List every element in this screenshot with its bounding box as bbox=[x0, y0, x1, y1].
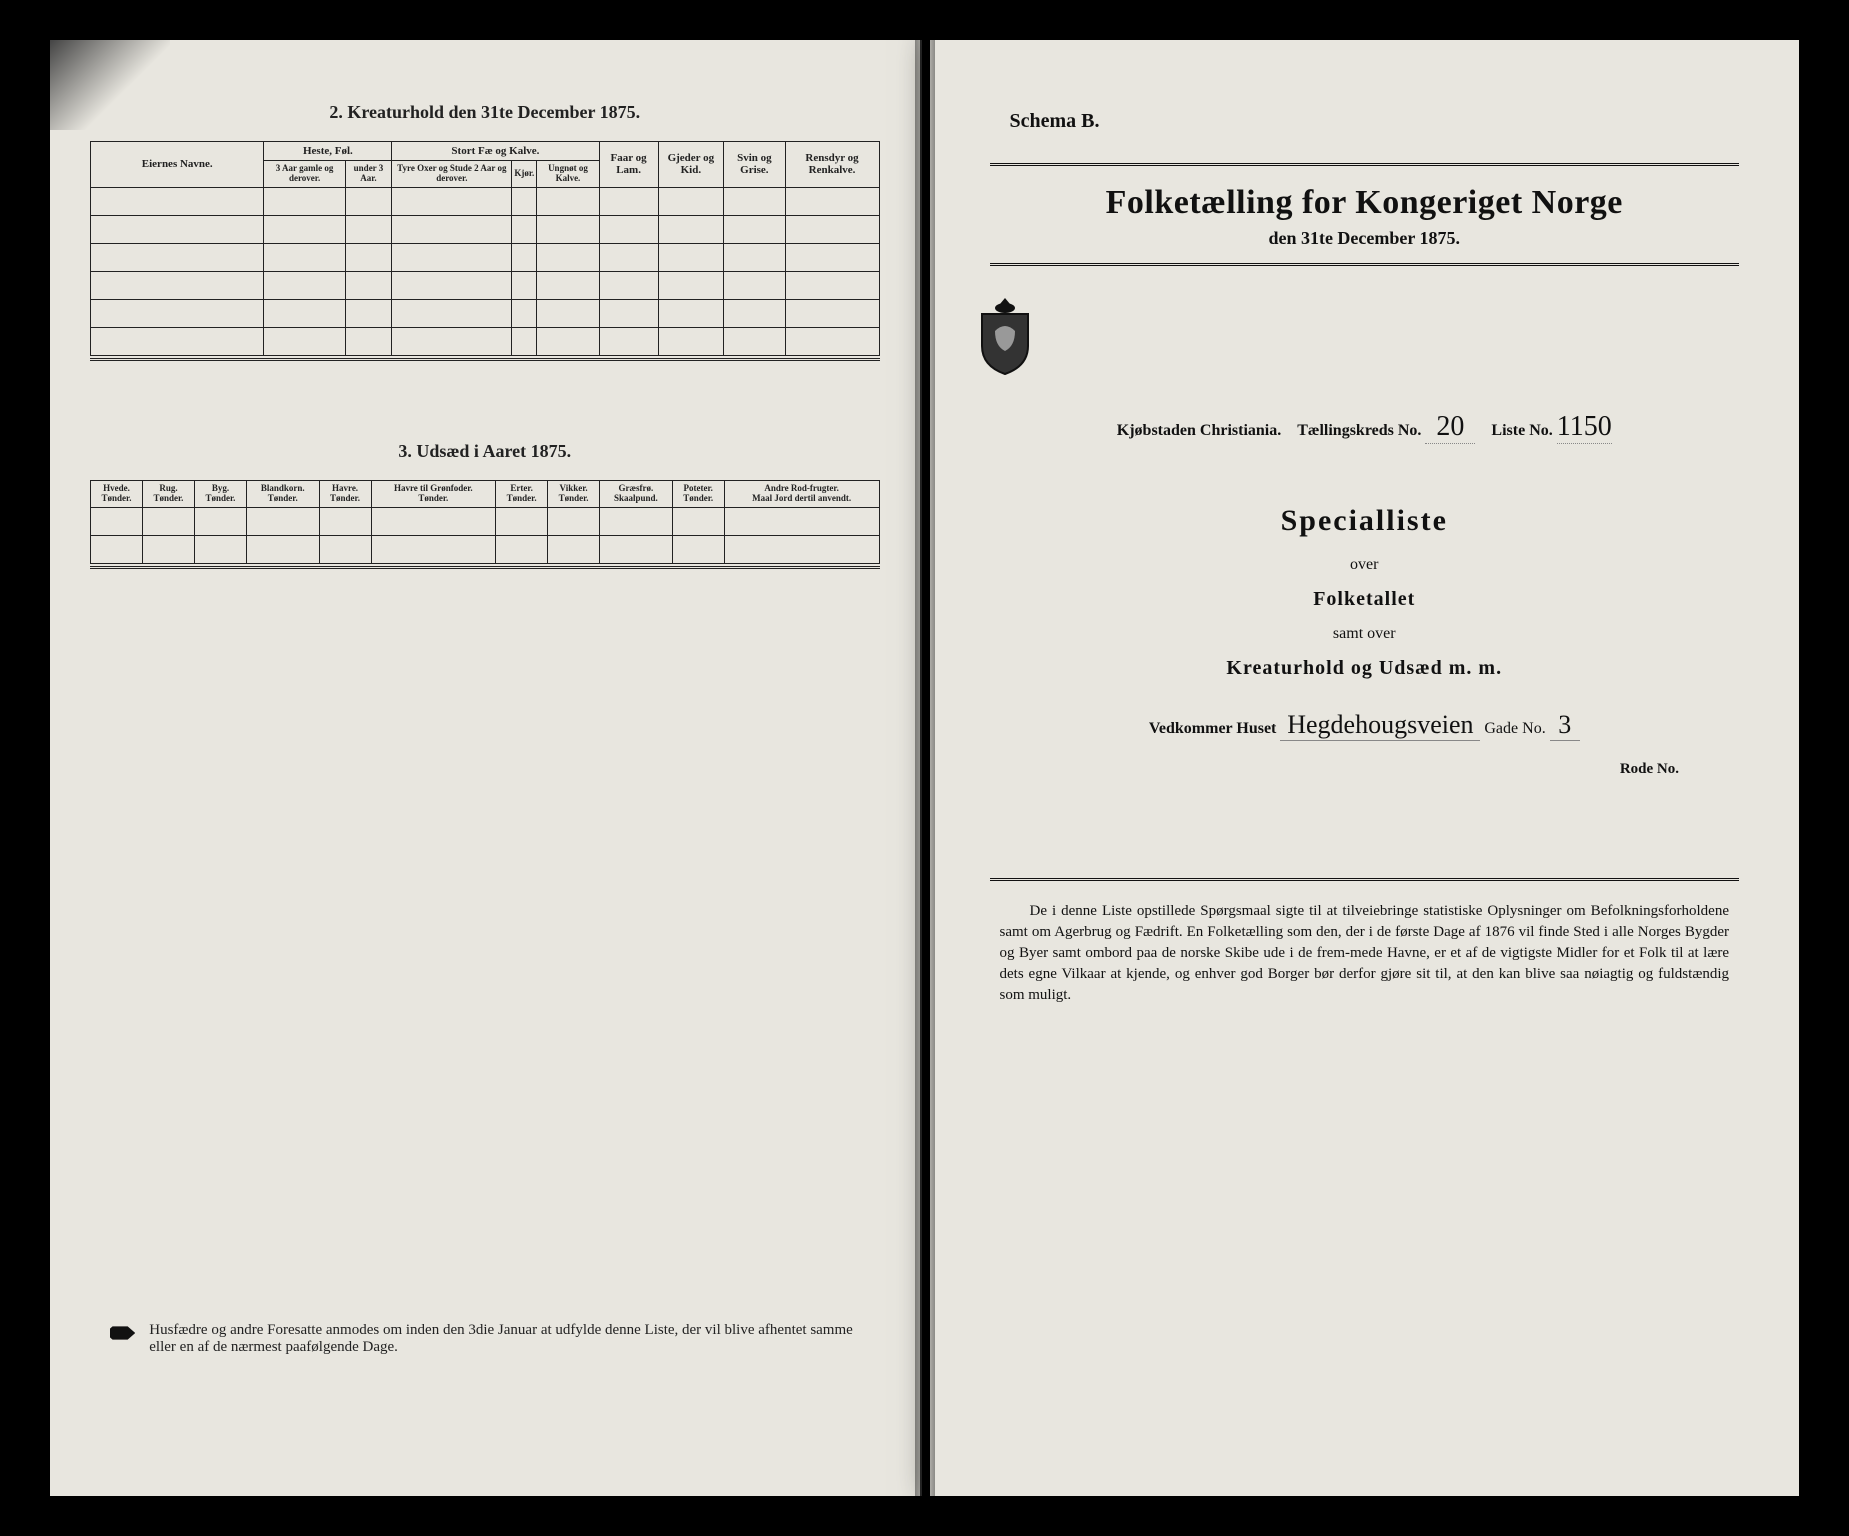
table-kreaturhold: Eiernes Navne. Heste, Føl. Stort Fæ og K… bbox=[90, 141, 880, 356]
table3-col: Havre til Grønfoder.Tønder. bbox=[371, 480, 496, 507]
table3-col: Rug.Tønder. bbox=[142, 480, 194, 507]
table-row bbox=[91, 535, 880, 563]
body-text: De i denne Liste opstillede Spørgsmaal s… bbox=[970, 901, 1760, 1006]
meta-kreds-label: Tællingskreds No. bbox=[1297, 422, 1421, 439]
rode-line: Rode No. bbox=[970, 761, 1680, 778]
col-stort: Stort Fæ og Kalve. bbox=[392, 142, 599, 161]
meta-liste-value: 1150 bbox=[1557, 411, 1612, 444]
house-value: Hegdehougsveien bbox=[1280, 710, 1480, 741]
col-svin: Svin og Grise. bbox=[724, 142, 785, 188]
section2-title: 2. Kreaturhold den 31te December 1875. bbox=[90, 102, 880, 123]
table-row bbox=[91, 271, 880, 299]
meta-city: Kjøbstaden Christiania. bbox=[1117, 422, 1281, 439]
table-row bbox=[91, 507, 880, 535]
table3-col: Blandkorn.Tønder. bbox=[246, 480, 319, 507]
table3-col: Hvede.Tønder. bbox=[91, 480, 143, 507]
left-page: 2. Kreaturhold den 31te December 1875. E… bbox=[50, 40, 922, 1496]
book-binding bbox=[915, 40, 935, 1496]
kreatur-label: Kreaturhold og Udsæd m. m. bbox=[970, 657, 1760, 680]
footnote-text: Husfædre og andre Foresatte anmodes om i… bbox=[149, 1322, 859, 1356]
col-owners: Eiernes Navne. bbox=[91, 142, 264, 188]
col-rensdyr: Rensdyr og Renkalve. bbox=[785, 142, 879, 188]
coat-of-arms-icon bbox=[970, 296, 1040, 376]
schema-label: Schema B. bbox=[1010, 110, 1760, 133]
table-row bbox=[91, 215, 880, 243]
table3-col: Vikker.Tønder. bbox=[548, 480, 600, 507]
house-label-right: Gade No. bbox=[1484, 720, 1545, 737]
footnote: Husfædre og andre Foresatte anmodes om i… bbox=[110, 1322, 860, 1356]
table-row bbox=[91, 187, 880, 215]
col-gjeder: Gjeder og Kid. bbox=[658, 142, 724, 188]
col-heste: Heste, Føl. bbox=[264, 142, 392, 161]
col-stort-3: Ungnøt og Kalve. bbox=[537, 161, 599, 188]
meta-line: Kjøbstaden Christiania. Tællingskreds No… bbox=[970, 411, 1760, 444]
body-paragraph: De i denne Liste opstillede Spørgsmaal s… bbox=[1000, 903, 1730, 1003]
over-label: over bbox=[970, 556, 1760, 574]
masthead-subtitle: den 31te December 1875. bbox=[990, 228, 1740, 249]
table3-col: Andre Rod-frugter.Maal Jord dertil anven… bbox=[724, 480, 879, 507]
section3-title: 3. Udsæd i Aaret 1875. bbox=[90, 441, 880, 462]
separator-rule bbox=[990, 878, 1740, 881]
document-spread: 2. Kreaturhold den 31te December 1875. E… bbox=[50, 40, 1799, 1496]
masthead: Folketælling for Kongeriget Norge den 31… bbox=[990, 163, 1740, 266]
folketallet-label: Folketallet bbox=[970, 588, 1760, 611]
samt-over-label: samt over bbox=[970, 625, 1760, 643]
meta-kreds-value: 20 bbox=[1425, 411, 1475, 444]
table-row bbox=[91, 299, 880, 327]
right-page: Schema B. Folketælling for Kongeriget No… bbox=[930, 40, 1800, 1496]
col-stort-1: Tyre Oxer og Stude 2 Aar og derover. bbox=[392, 161, 512, 188]
table3-col: Havre.Tønder. bbox=[319, 480, 371, 507]
house-no: 3 bbox=[1550, 710, 1580, 741]
rule bbox=[90, 358, 880, 361]
page-curl bbox=[50, 40, 170, 130]
col-stort-2: Kjør. bbox=[512, 161, 537, 188]
specialliste-heading: Specialliste bbox=[970, 504, 1760, 538]
table-udsaed: Hvede.Tønder.Rug.Tønder.Byg.Tønder.Bland… bbox=[90, 480, 880, 564]
pointing-hand-icon bbox=[110, 1322, 135, 1344]
rule bbox=[90, 566, 880, 569]
table3-col: Poteter.Tønder. bbox=[672, 480, 724, 507]
table3-col: Byg.Tønder. bbox=[194, 480, 246, 507]
house-line: Vedkommer Huset Hegdehougsveien Gade No.… bbox=[970, 710, 1760, 741]
table3-col: Erter.Tønder. bbox=[496, 480, 548, 507]
rode-label: Rode No. bbox=[1620, 761, 1679, 777]
table-row bbox=[91, 327, 880, 355]
table-row bbox=[91, 243, 880, 271]
col-faar: Faar og Lam. bbox=[599, 142, 658, 188]
house-label-left: Vedkommer Huset bbox=[1149, 720, 1277, 737]
meta-liste-label: Liste No. bbox=[1491, 422, 1552, 439]
table3-col: Græsfrø.Skaalpund. bbox=[600, 480, 673, 507]
col-heste-2: under 3 Aar. bbox=[345, 161, 392, 188]
masthead-title: Folketælling for Kongeriget Norge bbox=[990, 184, 1740, 222]
col-heste-1: 3 Aar gamle og derover. bbox=[264, 161, 345, 188]
